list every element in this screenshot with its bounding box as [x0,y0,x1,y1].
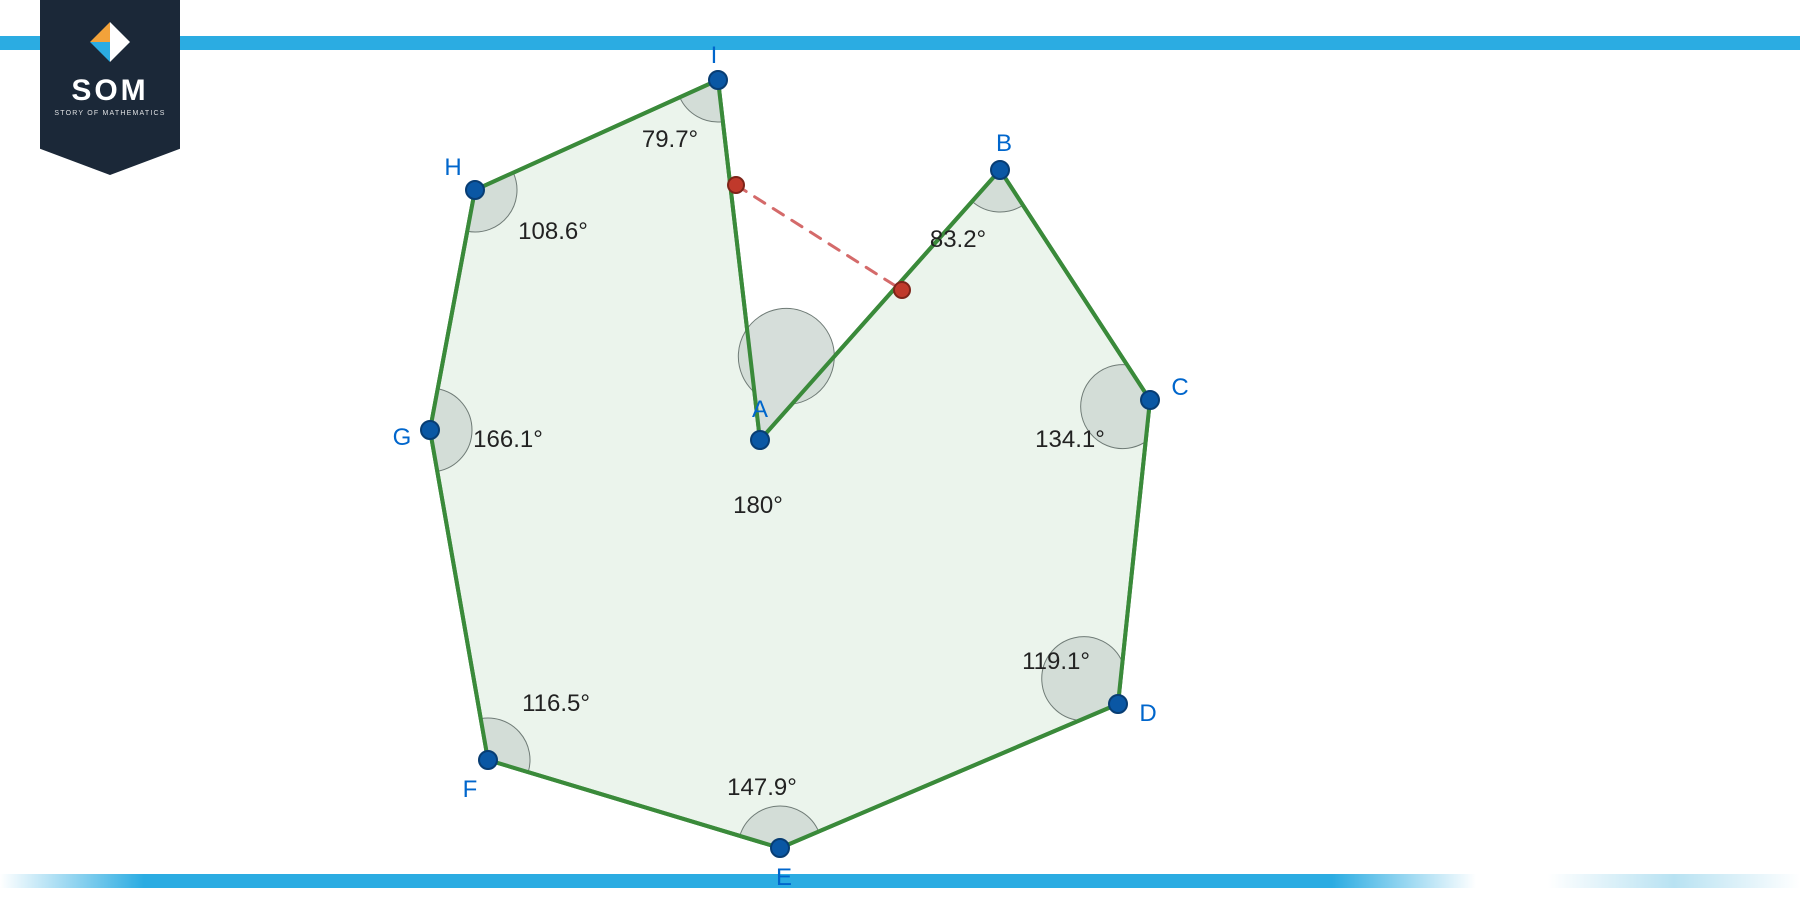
angle-label-a: 180° [733,492,783,520]
vertex-label-g: G [393,424,412,452]
vertex-label-i: I [711,42,718,70]
angle-label-c: 134.1° [1035,426,1105,454]
angle-label-f: 116.5° [522,690,590,718]
vertex-dot-c [1141,391,1159,409]
angle-label-d: 119.1° [1022,648,1090,676]
vertex-label-e: E [776,864,792,892]
vertex-label-d: D [1139,700,1156,728]
vertex-dot-f [479,751,497,769]
polygon-diagram [0,0,1800,900]
vertex-dot-h [466,181,484,199]
angle-label-i: 79.7° [642,126,698,154]
vertex-dot-a [751,431,769,449]
angle-label-e: 147.9° [727,774,797,802]
diagram-container: I 79.7° H 108.6° G 166.1° F 116.5° E 147.9° D 119.1… [0,0,1800,900]
angle-label-h: 108.6° [518,218,588,246]
vertex-dot-g [421,421,439,439]
vertex-label-h: H [444,154,461,182]
red-dot-1 [728,177,744,193]
angle-label-g: 166.1° [473,426,543,454]
vertex-label-c: C [1171,374,1188,402]
dashed-connector [736,185,902,290]
vertex-dot-d [1109,695,1127,713]
vertex-dot-i [709,71,727,89]
vertex-label-b: B [996,130,1012,158]
vertex-label-a: A [752,396,768,424]
vertex-dot-b [991,161,1009,179]
red-dot-2 [894,282,910,298]
polygon-shape [430,80,1150,848]
vertex-label-f: F [463,776,478,804]
vertex-dot-e [771,839,789,857]
angle-label-b: 83.2° [930,226,986,254]
